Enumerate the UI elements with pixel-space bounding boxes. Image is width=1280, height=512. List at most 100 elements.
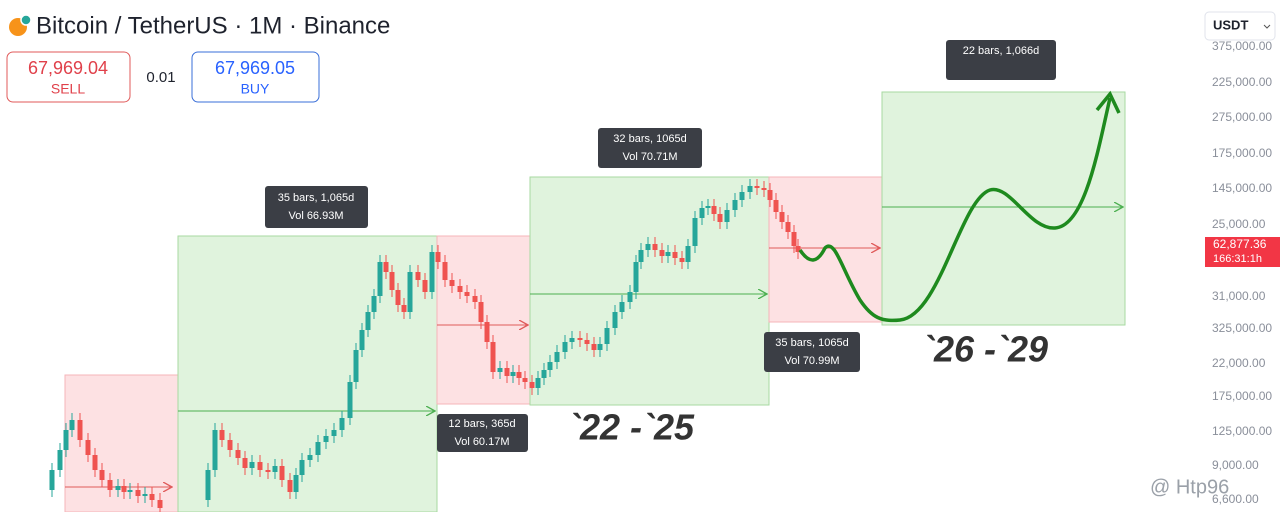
range-green <box>529 176 770 406</box>
candle-body <box>490 342 496 372</box>
candle-body <box>299 460 305 475</box>
range-green <box>177 235 438 512</box>
candle-body <box>767 190 773 200</box>
candle-body <box>535 378 541 388</box>
candle-body <box>127 490 133 492</box>
candle-body <box>157 500 163 508</box>
annotation-vol: Vol 70.71M <box>622 151 677 163</box>
axis-label: 225,000.00 <box>1212 75 1272 89</box>
candle-body <box>665 252 671 256</box>
candle-body <box>212 430 218 470</box>
candle-body <box>795 246 801 252</box>
candle-body <box>435 252 441 262</box>
candle-body <box>724 210 730 222</box>
candle-body <box>705 206 711 208</box>
symbol-title: Bitcoin / TetherUS · 1M · Binance <box>36 12 390 39</box>
candle-body <box>272 466 278 472</box>
candle-body <box>472 296 478 302</box>
candle-body <box>732 200 738 210</box>
candle-body <box>449 280 455 286</box>
candle-body <box>541 370 547 378</box>
candle-body <box>685 246 691 262</box>
candle-body <box>265 470 271 472</box>
candle-body <box>761 188 767 190</box>
candle-body <box>679 258 685 262</box>
candle-body <box>717 214 723 222</box>
candle-body <box>422 280 428 292</box>
candle-body <box>401 305 407 312</box>
candle-body <box>604 328 610 344</box>
candles <box>49 179 801 512</box>
candle-body <box>115 486 121 490</box>
candle-body <box>619 302 625 312</box>
candle-body <box>227 440 233 450</box>
candle-body <box>442 262 448 280</box>
candle-body <box>57 450 63 470</box>
axis-label: 145,000.00 <box>1212 181 1272 195</box>
candle-body <box>121 486 127 492</box>
candle-body <box>293 475 299 492</box>
candle-body <box>791 232 797 246</box>
buy-button[interactable] <box>191 51 320 103</box>
candle-body <box>149 494 155 500</box>
candle-body <box>339 418 345 430</box>
axis-label: 22,000.00 <box>1212 356 1266 370</box>
annotation-vol: Vol 60.17M <box>454 436 509 448</box>
price-badge <box>1205 237 1280 267</box>
candle-body <box>612 312 618 328</box>
candle-body <box>415 272 421 280</box>
candle-body <box>235 450 241 458</box>
candle-body <box>529 382 535 388</box>
candle-body <box>395 290 401 305</box>
candle-body <box>554 352 560 362</box>
candle-body <box>504 368 510 376</box>
candle-body <box>407 272 413 312</box>
candle-body <box>672 252 678 258</box>
annotation-box <box>265 186 368 228</box>
candle-body <box>692 218 698 246</box>
sell-button[interactable] <box>6 51 131 103</box>
candle-body <box>99 470 105 480</box>
watermark: @ Htp96 <box>1150 476 1229 498</box>
candle-body <box>205 470 211 500</box>
annotation-box <box>946 40 1056 80</box>
axis-label: 125,000.00 <box>1212 424 1272 438</box>
candle-body <box>522 378 528 382</box>
forecast-arrowhead <box>1095 90 1121 114</box>
annotation-box <box>437 414 528 452</box>
range-green <box>881 91 1126 326</box>
candle-body <box>457 286 463 292</box>
candle-body <box>107 480 113 490</box>
period-label: `26 -`29 <box>922 329 1048 370</box>
candle-body <box>307 455 313 460</box>
candle-body <box>627 292 633 302</box>
candle-body <box>242 458 248 468</box>
candle-body <box>353 350 359 382</box>
candle-body <box>323 436 329 442</box>
spread: 0.01 <box>146 69 175 86</box>
axis-label: 275,000.00 <box>1212 110 1272 124</box>
candle-body <box>577 338 583 340</box>
ranges <box>64 91 1126 512</box>
candle-body <box>92 455 98 470</box>
candle-body <box>652 244 658 250</box>
candle-body <box>785 222 791 232</box>
candle-body <box>315 442 321 455</box>
candle-body <box>484 322 490 342</box>
axis-label: 175,000.00 <box>1212 146 1272 160</box>
candle-body <box>597 344 603 350</box>
candle-body <box>659 250 665 256</box>
candle-body <box>365 312 371 330</box>
axis-label: 6,600.00 <box>1212 492 1259 506</box>
candle-body <box>249 462 255 468</box>
annotation-box <box>598 128 702 168</box>
price-axis: 375,000.00 225,000.00 275,000.00 175,000.00… <box>1212 39 1272 506</box>
candle-body <box>359 330 365 350</box>
axis-label: 31,000.00 <box>1212 289 1266 303</box>
annotation-box <box>764 332 860 372</box>
annotation-bars: 35 bars, 1,065d <box>278 192 354 204</box>
currency-dropdown[interactable] <box>1204 11 1276 41</box>
buy-price: 67,969.05 <box>215 58 295 78</box>
